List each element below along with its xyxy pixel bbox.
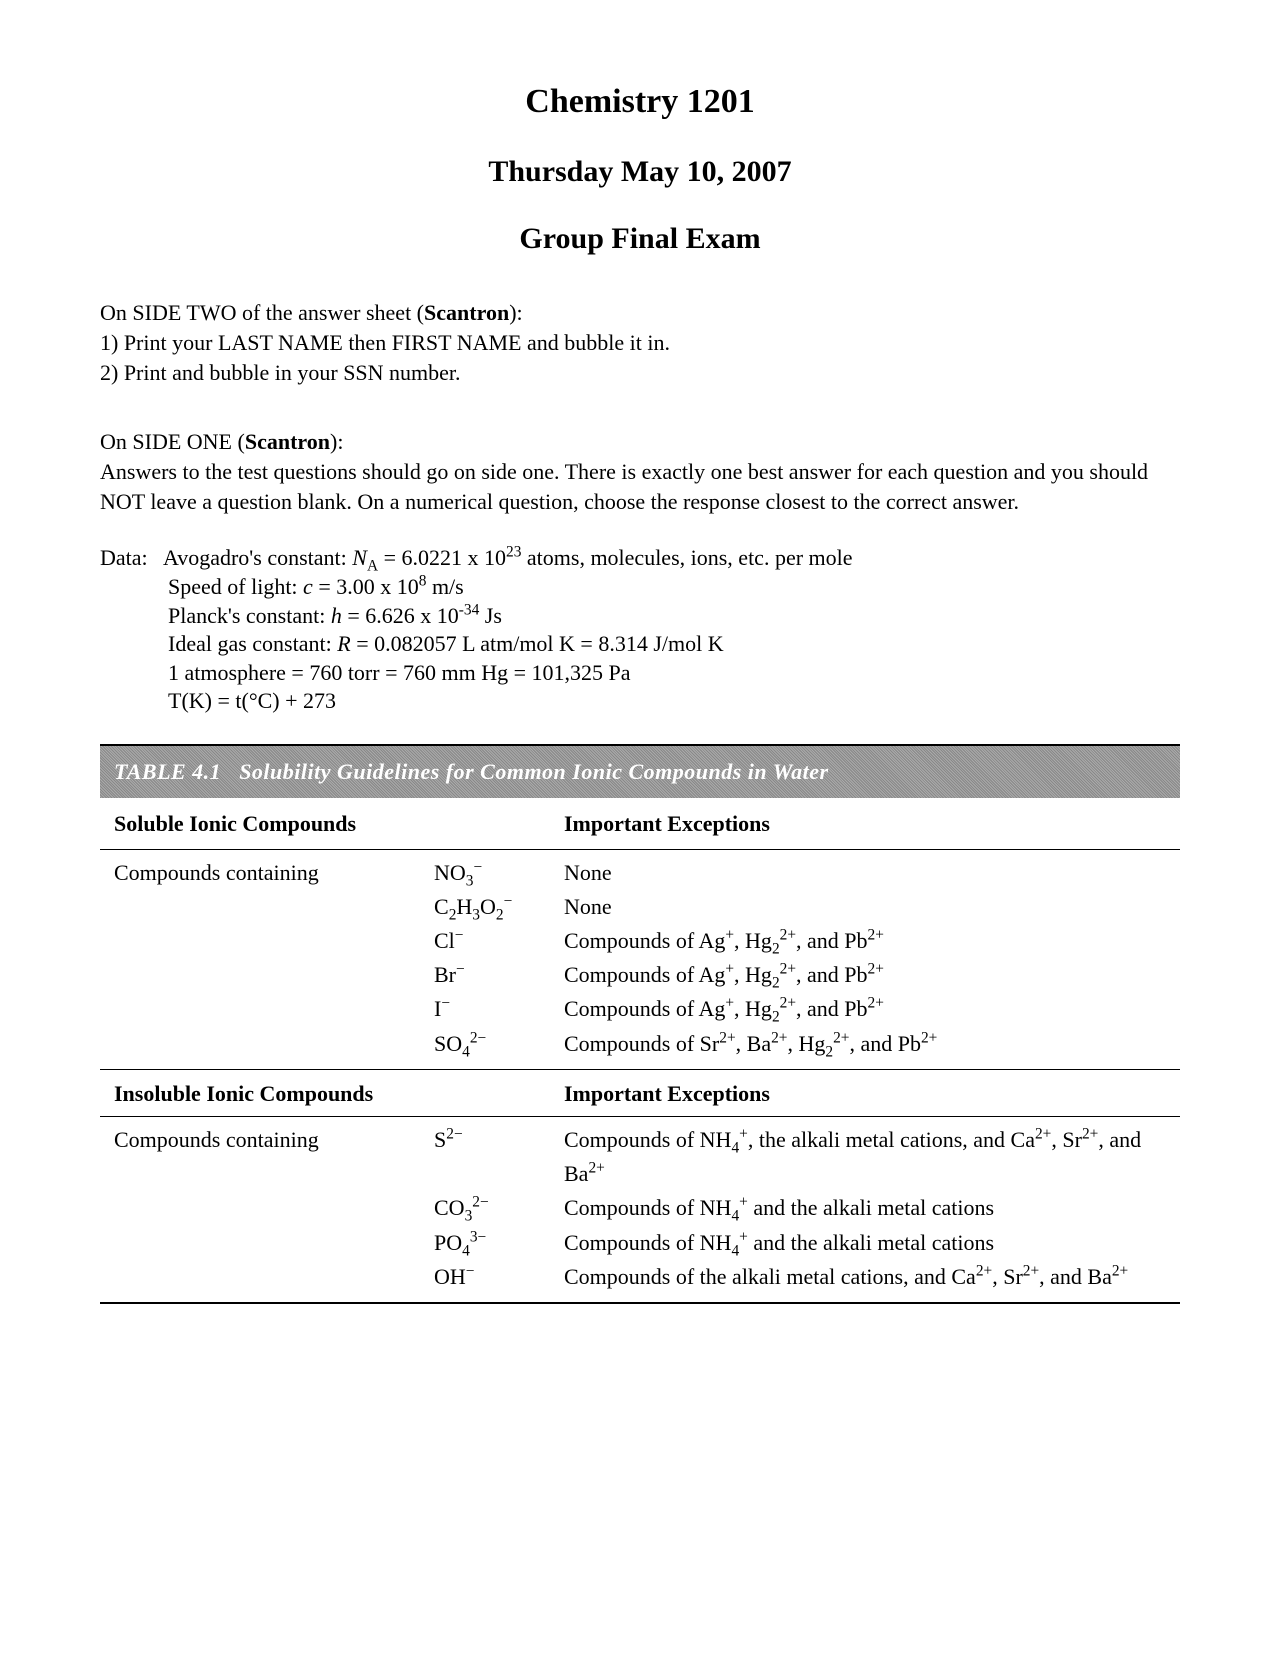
page-date: Thursday May 10, 2007 — [100, 152, 1180, 191]
table-row: Compounds containingNO3−None — [114, 856, 1166, 890]
ion-formula: NO3− — [434, 856, 564, 890]
table-header-insoluble: Insoluble Ionic Compounds Important Exce… — [100, 1070, 1180, 1118]
side-two-instructions: On SIDE TWO of the answer sheet (Scantro… — [100, 298, 1180, 387]
table-row: SO42−Compounds of Sr2+, Ba2+, Hg22+, and… — [114, 1027, 1166, 1061]
soluble-body: Compounds containingNO3−NoneC2H3O2−NoneC… — [100, 850, 1180, 1070]
side-two-suffix: ): — [509, 300, 522, 325]
ion-formula: PO43− — [434, 1226, 564, 1260]
exception-text: None — [564, 890, 1166, 924]
table-header-soluble: Soluble Ionic Compounds Important Except… — [100, 798, 1180, 850]
compounds-containing-label: Compounds containing — [114, 856, 434, 890]
ion-formula: C2H3O2− — [434, 890, 564, 924]
exception-text: Compounds of Ag+, Hg22+, and Pb2+ — [564, 992, 1166, 1026]
temperature-line: T(K) = t(°C) + 273 — [100, 687, 1180, 716]
ion-formula: SO42− — [434, 1027, 564, 1061]
header-insoluble: Insoluble Ionic Compounds — [114, 1080, 434, 1109]
compounds-containing-label: Compounds containing — [114, 1123, 434, 1157]
exception-text: Compounds of NH4+, the alkali metal cati… — [564, 1123, 1166, 1191]
table-row: C2H3O2−None — [114, 890, 1166, 924]
header-exceptions-2: Important Exceptions — [564, 1080, 1166, 1109]
avogadro-line: Avogadro's constant: NA = 6.0221 x 1023 … — [163, 545, 853, 570]
side-one-body: Answers to the test questions should go … — [100, 457, 1180, 516]
side-two-line2: 2) Print and bubble in your SSN number. — [100, 358, 1180, 388]
planck-line: Planck's constant: h = 6.626 x 10-34 Js — [100, 602, 1180, 631]
speed-of-light-line: Speed of light: c = 3.00 x 108 m/s — [100, 573, 1180, 602]
data-label: Data: — [100, 545, 148, 570]
table-title: Solubility Guidelines for Common Ionic C… — [239, 759, 828, 784]
table-row: CO32−Compounds of NH4+ and the alkali me… — [114, 1191, 1166, 1225]
ion-formula: CO32− — [434, 1191, 564, 1225]
table-row: Compounds containingS2−Compounds of NH4+… — [114, 1123, 1166, 1191]
page-subtitle: Group Final Exam — [100, 219, 1180, 258]
table-title-bar: TABLE 4.1 Solubility Guidelines for Comm… — [100, 746, 1180, 799]
side-two-prefix: On SIDE TWO of the answer sheet ( — [100, 300, 424, 325]
side-one-prefix: On SIDE ONE ( — [100, 429, 245, 454]
table-number: TABLE 4.1 — [114, 759, 221, 784]
insoluble-body: Compounds containingS2−Compounds of NH4+… — [100, 1117, 1180, 1301]
ion-formula: Br− — [434, 958, 564, 992]
table-row: I−Compounds of Ag+, Hg22+, and Pb2+ — [114, 992, 1166, 1026]
side-two-line1: 1) Print your LAST NAME then FIRST NAME … — [100, 328, 1180, 358]
table-row: PO43−Compounds of NH4+ and the alkali me… — [114, 1226, 1166, 1260]
ion-formula: I− — [434, 992, 564, 1026]
table-row: Br−Compounds of Ag+, Hg22+, and Pb2+ — [114, 958, 1166, 992]
exception-text: Compounds of NH4+ and the alkali metal c… — [564, 1191, 1166, 1225]
ion-formula: Cl− — [434, 924, 564, 958]
side-one-instructions: On SIDE ONE (Scantron): Answers to the t… — [100, 427, 1180, 516]
exception-text: Compounds of NH4+ and the alkali metal c… — [564, 1226, 1166, 1260]
exception-text: Compounds of Ag+, Hg22+, and Pb2+ — [564, 958, 1166, 992]
header-soluble: Soluble Ionic Compounds — [114, 810, 434, 839]
exception-text: Compounds of Sr2+, Ba2+, Hg22+, and Pb2+ — [564, 1027, 1166, 1061]
exception-text: None — [564, 856, 1166, 890]
scantron-label-2: Scantron — [245, 429, 330, 454]
header-exceptions-1: Important Exceptions — [564, 810, 1166, 839]
atmosphere-line: 1 atmosphere = 760 torr = 760 mm Hg = 10… — [100, 659, 1180, 688]
data-block: Data: Avogadro's constant: NA = 6.0221 x… — [100, 544, 1180, 716]
side-one-suffix: ): — [330, 429, 343, 454]
ion-formula: OH− — [434, 1260, 564, 1294]
solubility-table: TABLE 4.1 Solubility Guidelines for Comm… — [100, 744, 1180, 1304]
table-row: Cl−Compounds of Ag+, Hg22+, and Pb2+ — [114, 924, 1166, 958]
ion-formula: S2− — [434, 1123, 564, 1157]
page-title: Chemistry 1201 — [100, 80, 1180, 124]
scantron-label: Scantron — [424, 300, 509, 325]
gas-constant-line: Ideal gas constant: R = 0.082057 L atm/m… — [100, 630, 1180, 659]
exception-text: Compounds of Ag+, Hg22+, and Pb2+ — [564, 924, 1166, 958]
table-row: OH−Compounds of the alkali metal cations… — [114, 1260, 1166, 1294]
exception-text: Compounds of the alkali metal cations, a… — [564, 1260, 1166, 1294]
